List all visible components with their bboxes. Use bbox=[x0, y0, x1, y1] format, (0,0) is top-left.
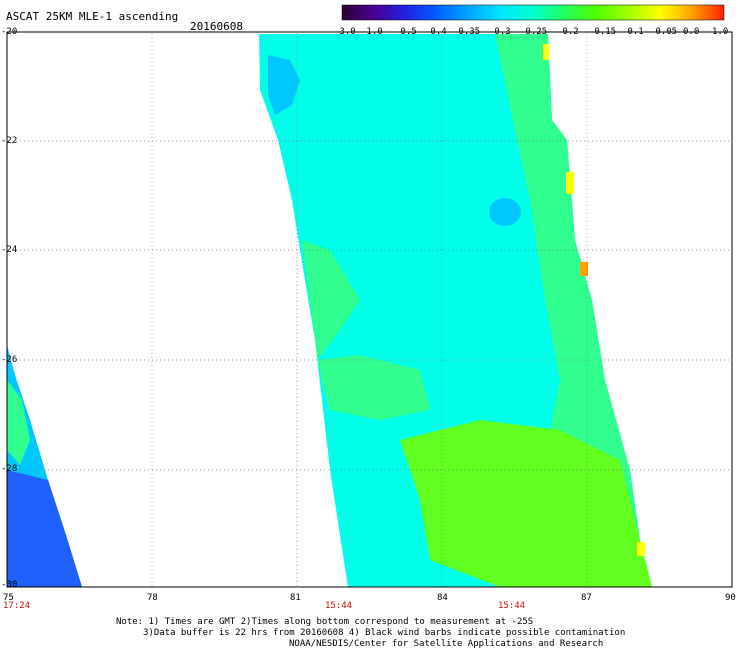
colorbar-tick-label: -0.5 bbox=[395, 27, 417, 37]
swath-edge-hot bbox=[580, 262, 588, 276]
colorbar bbox=[341, 4, 725, 21]
plot-frame bbox=[6, 31, 733, 588]
colorbar-tick-label: -0.2 bbox=[557, 27, 579, 37]
footnote-line-2: 3)Data buffer is 22 hrs from 20160608 4)… bbox=[143, 628, 626, 638]
footnote-line-1: Note: 1) Times are GMT 2)Times along bot… bbox=[116, 617, 534, 627]
lat-tick-label: -22 bbox=[1, 136, 18, 146]
lon-tick-label: 90 bbox=[725, 593, 736, 603]
lat-tick-label: -26 bbox=[1, 355, 18, 365]
footnote-line-3: NOAA/NESDIS/Center for Satellite Applica… bbox=[289, 639, 604, 649]
swath-edge-warm bbox=[543, 44, 549, 60]
lon-tick-label: 87 bbox=[581, 593, 592, 603]
swath-spot-center bbox=[489, 198, 521, 226]
colorbar-tick-label: -0.25 bbox=[520, 27, 548, 37]
swath-spot-nw bbox=[268, 55, 300, 115]
colorbar-tick-label: -0.15 bbox=[589, 27, 617, 37]
swath-layer bbox=[7, 34, 652, 587]
swath-east-band bbox=[495, 34, 652, 587]
colorbar-tick-label: -3.0 bbox=[334, 27, 356, 37]
colorbar-tick-label: 0.0 bbox=[683, 27, 700, 37]
colorbar-tick-label: -0.35 bbox=[453, 27, 481, 37]
time-label: 15:44 bbox=[325, 601, 353, 611]
lat-tick-label: -20 bbox=[1, 27, 18, 37]
lon-tick-label: 75 bbox=[3, 593, 14, 603]
time-label: 15:44 bbox=[498, 601, 526, 611]
colorbar-tick-label: -0.1 bbox=[622, 27, 644, 37]
swath-south-band bbox=[400, 420, 652, 587]
lon-tick-label: 78 bbox=[147, 593, 158, 603]
colorbar-tick-label: 1.0 bbox=[712, 27, 729, 37]
swath-west-green bbox=[7, 380, 30, 465]
swath-mid-band bbox=[318, 355, 430, 420]
colorbar-tick-label: -1.0 bbox=[361, 27, 383, 37]
grid-layer bbox=[8, 33, 732, 587]
lon-tick-label: 81 bbox=[290, 593, 301, 603]
lat-tick-label: -24 bbox=[1, 245, 18, 255]
swath-edge-warm bbox=[637, 542, 645, 556]
swath-west-low bbox=[7, 470, 82, 587]
colorbar-tick-label: -0.05 bbox=[650, 27, 678, 37]
colorbar-tick-label: -0.3 bbox=[489, 27, 511, 37]
map-title: ASCAT 25KM MLE-1 ascending bbox=[6, 10, 179, 23]
lon-tick-label: 84 bbox=[437, 593, 448, 603]
lat-tick-label: -30 bbox=[1, 580, 18, 590]
swath-west-band bbox=[302, 240, 360, 360]
swath-edge-warm bbox=[566, 172, 574, 194]
colorbar-gradient bbox=[341, 4, 725, 21]
colorbar-tick-label: -0.4 bbox=[425, 27, 447, 37]
map-date: 20160608 bbox=[190, 20, 243, 33]
time-label: 17:24 bbox=[3, 601, 31, 611]
lat-tick-label: -28 bbox=[1, 464, 18, 474]
